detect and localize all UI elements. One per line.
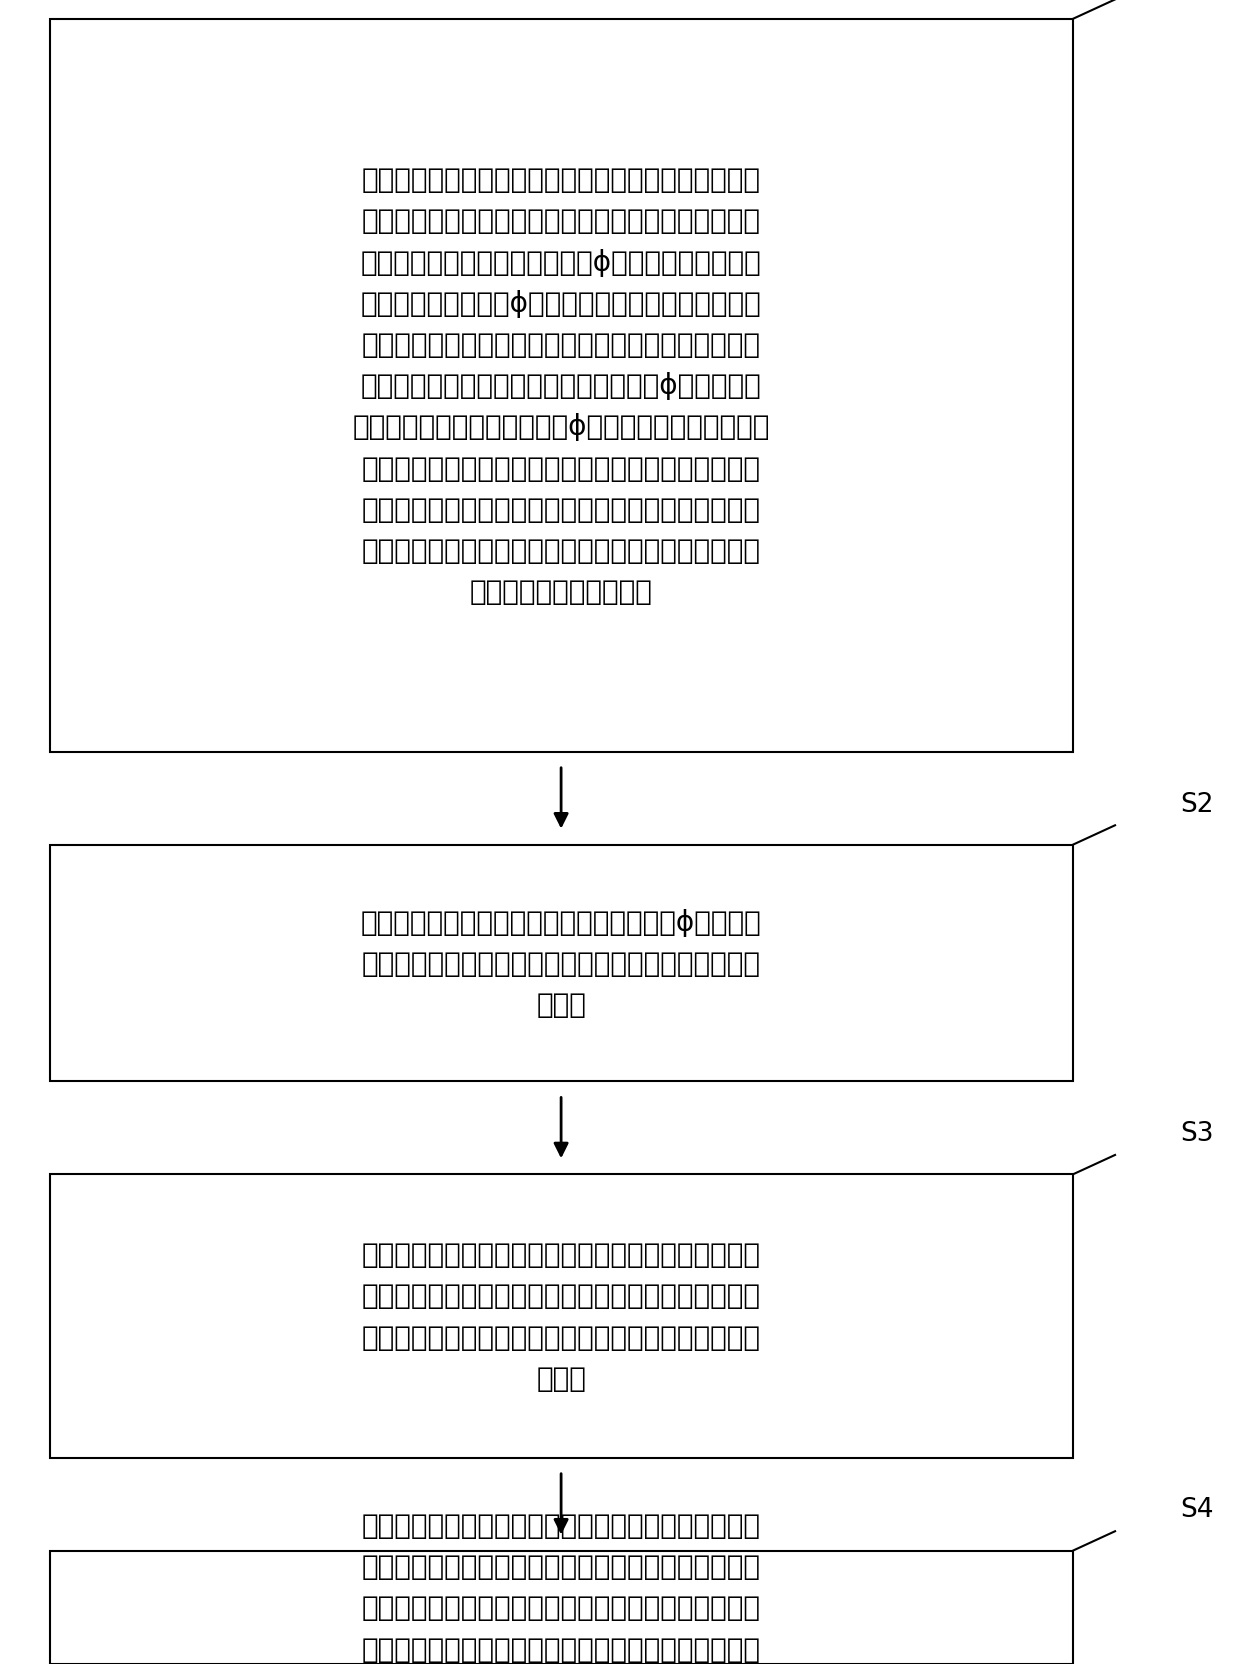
Bar [50, 1551, 1073, 1664]
Text: 将被测物体的所述空间三维点坐标重投影到所述第二相
位分布图所在的平面上，得到所述第一相位分布图中的
每个点在所述第二相位分布图所在平面上相对应的参考
对应点: 将被测物体的所述空间三维点坐标重投影到所述第二相 位分布图所在的平面上，得到所述… [362, 1240, 760, 1393]
Text: 利用所述第一相位分布图中每个点的相位值ϕ和预置的
第一标定数据，用相位映射估计出被测物体的空间三维
点坐标: 利用所述第一相位分布图中每个点的相位值ϕ和预置的 第一标定数据，用相位映射估计出… [361, 909, 761, 1018]
Text: 利用投影装置投影光到被测物体表面，并利用第一成像
装置采集包含被测物体信息的图像，根据所述图像计算
所述被测物体的每个点的相位值ϕ，得到由所述被测物
体的每个点: 利用投影装置投影光到被测物体表面，并利用第一成像 装置采集包含被测物体信息的图像… [352, 166, 770, 606]
Bar [50, 845, 1073, 1082]
Text: S4: S4 [1180, 1496, 1214, 1523]
Bar [50, 20, 1073, 752]
Text: S2: S2 [1180, 790, 1214, 817]
Bar [50, 1175, 1073, 1458]
Text: 根据所述第一相位分布图中的某个点的三维坐标和预置
的第二标定数据确定第二相位分布图所在平面上的极线
的方程，在以所述某个点相对应的参考对应点为中心的
一个像素大: 根据所述第一相位分布图中的某个点的三维坐标和预置 的第二标定数据确定第二相位分布… [362, 1511, 760, 1664]
Text: S3: S3 [1180, 1120, 1214, 1146]
